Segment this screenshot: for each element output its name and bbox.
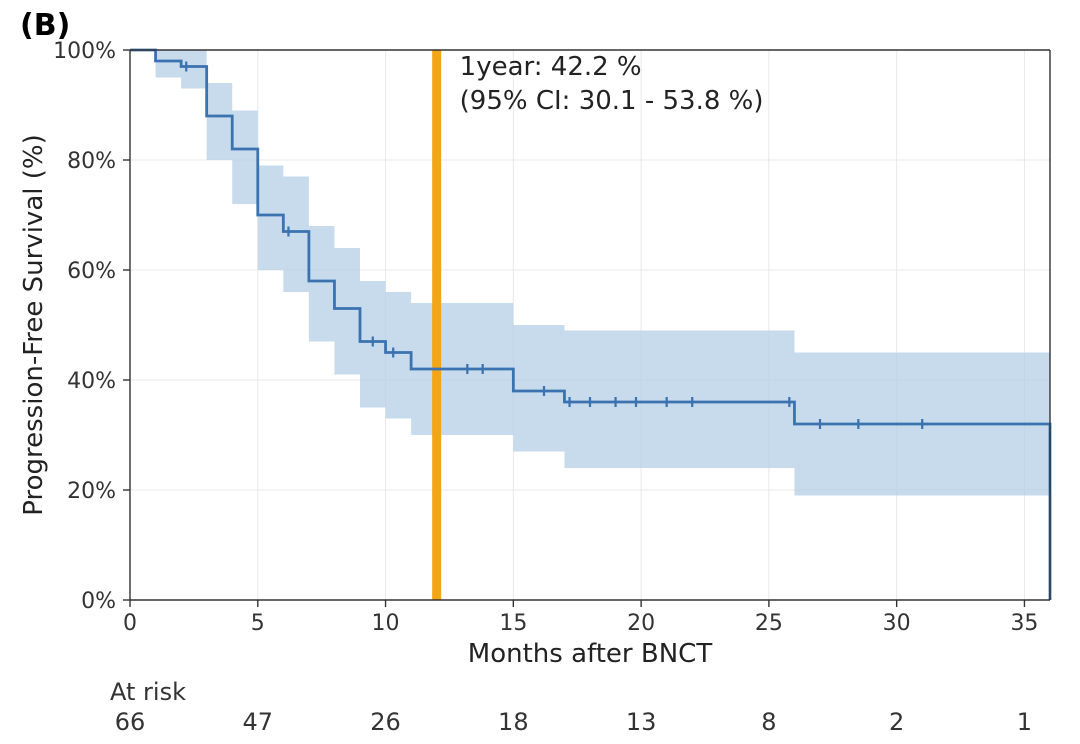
y-tick-labels: 0% 20% 40% 60% 80% 100%: [53, 39, 116, 614]
x-tick: 10: [372, 611, 400, 636]
x-tick: 35: [1010, 611, 1038, 636]
y-tick: 0%: [81, 589, 116, 614]
at-risk-count: 8: [761, 708, 776, 736]
y-tick: 100%: [53, 39, 116, 64]
at-risk-count: 47: [243, 708, 274, 736]
x-tick-labels: 0 5 10 15 20 25 30 35: [123, 611, 1038, 636]
x-tick: 15: [499, 611, 527, 636]
at-risk-count: 66: [115, 708, 146, 736]
y-tick: 20%: [67, 479, 116, 504]
at-risk-label: At risk: [110, 678, 186, 706]
y-tick: 40%: [67, 369, 116, 394]
at-risk-count: 26: [370, 708, 401, 736]
x-tick: 30: [883, 611, 911, 636]
at-risk-count: 18: [498, 708, 529, 736]
y-tick: 80%: [67, 149, 116, 174]
panel-label: (B): [20, 8, 70, 43]
annotation-line-2: (95% CI: 30.1 - 53.8 %): [460, 86, 764, 116]
at-risk-count: 13: [626, 708, 657, 736]
y-tick: 60%: [67, 259, 116, 284]
plot-background: [130, 50, 1050, 600]
annotation-line-1: 1year: 42.2 %: [460, 52, 642, 82]
x-tick: 20: [627, 611, 655, 636]
x-tick: 5: [251, 611, 265, 636]
y-axis-label: Progression-Free Survival (%): [19, 134, 49, 515]
x-tick: 0: [123, 611, 137, 636]
at-risk-counts: 66 47 26 18 13 8 2 1: [115, 708, 1032, 736]
x-axis-label: Months after BNCT: [468, 639, 713, 669]
x-tick: 25: [755, 611, 783, 636]
at-risk-count: 1: [1017, 708, 1032, 736]
km-chart: (B) 0 5 10 15 20 25 30 35 0% 20% 40% 60% 80% 100% Mo…: [0, 0, 1080, 744]
at-risk-count: 2: [889, 708, 904, 736]
